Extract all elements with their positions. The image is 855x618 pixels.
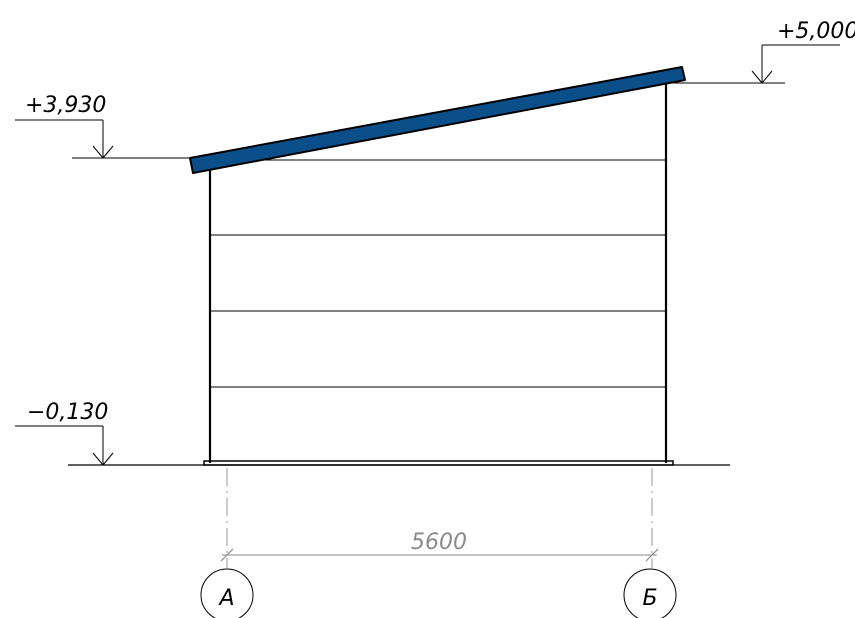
wall-panel-joints (210, 159, 666, 388)
axis-lines (226, 468, 653, 568)
span-dimension-label: 5600 (411, 530, 467, 555)
elevation-marker-top: +5,000 (670, 19, 855, 84)
elevation-label-ground: −0,130 (27, 400, 108, 425)
elevation-marker-eave: +3,930 (15, 93, 200, 159)
elevation-label-eave: +3,930 (25, 93, 106, 118)
roof-slab (189, 66, 686, 174)
axis-marker-right: Б (623, 568, 677, 618)
foundation-strip (203, 460, 674, 466)
axis-label-left: А (217, 586, 234, 611)
elevation-marker-ground: −0,130 (15, 400, 114, 466)
span-dimension: 5600 (220, 530, 659, 562)
axis-label-right: Б (642, 586, 657, 611)
axis-marker-left: А (200, 568, 254, 618)
elevation-label-top: +5,000 (777, 19, 855, 44)
